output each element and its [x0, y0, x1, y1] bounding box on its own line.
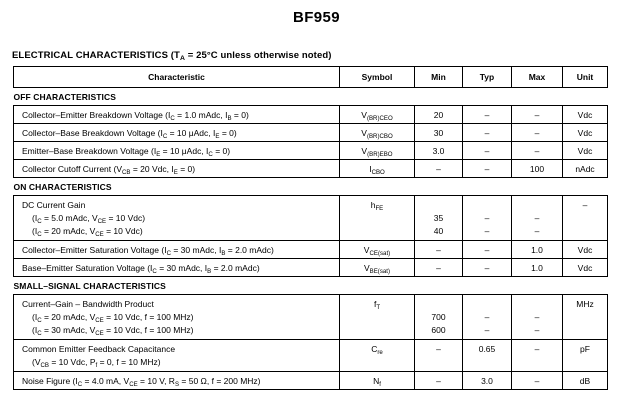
col-header-typ: Typ — [462, 66, 512, 88]
cell-min: – — [414, 339, 463, 372]
cell-unit: Vdc — [562, 141, 608, 160]
col-header-symbol: Symbol — [339, 66, 415, 88]
electrical-characteristics-table: Characteristic Symbol Min Typ Max Unit O… — [13, 66, 608, 390]
cell-min: 700 600 — [414, 294, 463, 340]
cell-unit: dB — [562, 371, 608, 390]
cell-symbol: V(BR)EBO — [339, 141, 415, 160]
cell-max: – — [511, 141, 563, 160]
cell-max: – — [511, 339, 563, 372]
cell-typ: – — [462, 159, 512, 178]
cell-unit: Vdc — [562, 123, 608, 142]
cell-min: – — [414, 258, 463, 277]
cell-symbol: V(BR)CBO — [339, 123, 415, 142]
cell-symbol: V(BR)CEO — [339, 105, 415, 124]
cell-symbol: fT — [339, 294, 415, 340]
cell-symbol: ICBO — [339, 159, 415, 178]
table-row: Collector–Emitter Saturation Voltage (IC… — [13, 240, 608, 259]
table-body: OFF CHARACTERISTICS Collector–Emitter Bre… — [13, 88, 608, 390]
cell-characteristic: Collector–Emitter Saturation Voltage (IC… — [13, 240, 340, 259]
section-title: OFF CHARACTERISTICS — [13, 91, 116, 102]
cell-typ: – – — [462, 195, 512, 241]
table-row: Current–Gain – Bandwidth Product (IC = 20… — [13, 294, 608, 340]
cell-typ: 0.65 — [462, 339, 512, 372]
section-header-row: SMALL–SIGNAL CHARACTERISTICS — [14, 277, 608, 295]
electrical-characteristics-heading: ELECTRICAL CHARACTERISTICS (TA = 25°C un… — [12, 50, 633, 63]
cell-characteristic: Collector Cutoff Current (VCB = 20 Vdc, … — [13, 159, 340, 178]
cell-unit: Vdc — [562, 105, 608, 124]
cell-unit: Vdc — [562, 240, 608, 259]
cell-min: 30 — [414, 123, 463, 142]
cell-unit: pF — [562, 339, 608, 372]
section-title: ON CHARACTERISTICS — [13, 181, 112, 192]
section-header-row: OFF CHARACTERISTICS — [14, 88, 608, 106]
cell-unit: MHz — [562, 294, 608, 340]
cell-characteristic: Current–Gain – Bandwidth Product (IC = 20… — [13, 294, 340, 340]
cell-symbol: VBE(sat) — [339, 258, 415, 277]
col-header-max: Max — [511, 66, 563, 88]
col-header-unit: Unit — [562, 66, 608, 88]
cell-max: 100 — [511, 159, 563, 178]
cell-typ: – – — [462, 294, 512, 340]
cell-min: – — [414, 240, 463, 259]
cell-symbol: hFE — [339, 195, 415, 241]
table-row: Collector Cutoff Current (VCB = 20 Vdc, … — [13, 159, 608, 178]
table-header-row: Characteristic Symbol Min Typ Max Unit — [13, 66, 608, 88]
cell-characteristic: DC Current Gain (IC = 5.0 mAdc, VCE = 10 … — [13, 195, 340, 241]
table-row: Collector–Base Breakdown Voltage (IC = 1… — [13, 123, 608, 142]
section-title: SMALL–SIGNAL CHARACTERISTICS — [13, 280, 166, 291]
cell-min: – — [414, 159, 463, 178]
cell-max: – – — [511, 294, 563, 340]
table-row: Collector–Emitter Breakdown Voltage (IC … — [13, 105, 608, 124]
cell-max: – — [511, 371, 563, 390]
cell-max: 1.0 — [511, 258, 563, 277]
cell-typ: – — [462, 105, 512, 124]
cell-characteristic: Collector–Emitter Breakdown Voltage (IC … — [13, 105, 340, 124]
cell-max: – — [511, 105, 563, 124]
table-row: Base–Emitter Saturation Voltage (IC = 30… — [13, 258, 608, 277]
table-row: DC Current Gain (IC = 5.0 mAdc, VCE = 10 … — [13, 195, 608, 241]
cell-characteristic: Common Emitter Feedback Capacitance (VCB … — [13, 339, 340, 372]
col-header-characteristic: Characteristic — [13, 66, 340, 88]
table-row: Emitter–Base Breakdown Voltage (IE = 10 … — [13, 141, 608, 160]
cell-symbol: Cre — [339, 339, 415, 372]
cell-max: – – — [511, 195, 563, 241]
cell-typ: – — [462, 258, 512, 277]
page-title: BF959 — [292, 9, 341, 26]
cell-typ: 3.0 — [462, 371, 512, 390]
table-row: Common Emitter Feedback Capacitance (VCB … — [13, 339, 608, 372]
cell-unit: – — [562, 195, 608, 241]
cell-symbol: VCE(sat) — [339, 240, 415, 259]
cell-min: 20 — [414, 105, 463, 124]
cell-characteristic: Base–Emitter Saturation Voltage (IC = 30… — [13, 258, 340, 277]
cell-typ: – — [462, 123, 512, 142]
cell-typ: – — [462, 141, 512, 160]
cell-max: 1.0 — [511, 240, 563, 259]
cell-characteristic: Noise Figure (IC = 4.0 mA, VCE = 10 V, R… — [13, 371, 340, 390]
cell-characteristic: Emitter–Base Breakdown Voltage (IE = 10 … — [13, 141, 340, 160]
col-header-min: Min — [414, 66, 463, 88]
cell-typ: – — [462, 240, 512, 259]
cell-unit: nAdc — [562, 159, 608, 178]
heading-label: ELECTRICAL CHARACTERISTICS — [12, 50, 169, 61]
cell-unit: Vdc — [562, 258, 608, 277]
heading-condition: (TA = 25°C unless otherwise noted) — [170, 50, 332, 63]
cell-min: 35 40 — [414, 195, 463, 241]
cell-min: – — [414, 371, 463, 390]
cell-min: 3.0 — [414, 141, 463, 160]
cell-characteristic: Collector–Base Breakdown Voltage (IC = 1… — [13, 123, 340, 142]
cell-symbol: Nf — [339, 371, 415, 390]
table-row: Noise Figure (IC = 4.0 mA, VCE = 10 V, R… — [13, 371, 608, 390]
section-header-row: ON CHARACTERISTICS — [14, 178, 608, 196]
cell-max: – — [511, 123, 563, 142]
